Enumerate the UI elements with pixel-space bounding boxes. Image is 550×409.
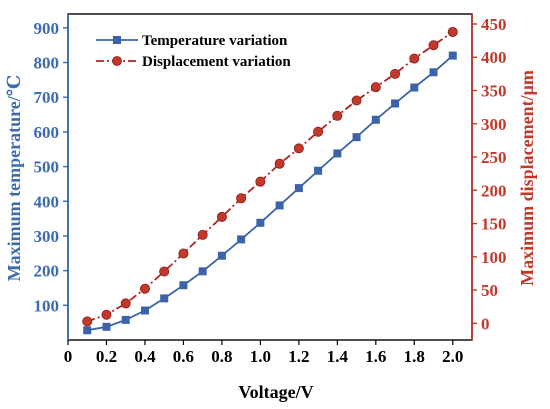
temperature-data-point [448, 51, 457, 60]
displacement-data-point [216, 211, 227, 222]
temperature-data-point [256, 218, 265, 227]
displacement-data-point [332, 110, 343, 121]
temperature-data-point [352, 133, 361, 142]
right-y-tick-label: 400 [481, 48, 507, 67]
temperature-data-point [140, 306, 149, 315]
right-y-tick-label: 450 [481, 15, 507, 34]
left-y-tick-label: 500 [34, 158, 60, 177]
displacement-data-point [447, 26, 458, 37]
x-axis-ticks: 0 0.2 0.4 0.6 0.8 1.0 1.2 1.4 1.6 1.8 2.0 [64, 340, 463, 366]
displacement-data-point [82, 316, 93, 327]
x-tick-label: 0.4 [134, 347, 156, 366]
left-y-tick-label: 800 [34, 54, 60, 73]
displacement-data-point [390, 68, 401, 79]
left-y-tick-label: 200 [34, 262, 60, 281]
temperature-data-point [429, 68, 438, 77]
x-tick-label: 1.2 [288, 347, 309, 366]
left-y-tick-label: 300 [34, 227, 60, 246]
temperature-data-point [217, 251, 226, 260]
left-y-tick-label: 600 [34, 123, 60, 142]
left-y-axis-title: Maximum temperature/℃ [4, 75, 24, 282]
legend-label-temperature: Temperature variation [142, 33, 288, 49]
displacement-data-point [274, 158, 285, 169]
left-y-tick-label: 100 [34, 296, 60, 315]
right-y-tick-label: 300 [481, 115, 507, 134]
right-y-tick-label: 100 [481, 248, 507, 267]
temperature-data-point [102, 322, 111, 331]
displacement-data-point [159, 266, 170, 277]
displacement-data-point [197, 229, 208, 240]
legend-label-displacement: Displacement variation [142, 54, 291, 70]
temperature-data-point [410, 83, 419, 92]
displacement-data-point [236, 193, 247, 204]
right-y-axis-title: Maximum displacement/μm [517, 70, 537, 286]
temperature-data-point [314, 166, 323, 175]
temperature-data-point [83, 326, 92, 335]
temperature-data-point [371, 115, 380, 124]
x-tick-label: 1.0 [250, 347, 271, 366]
displacement-data-point [101, 309, 112, 320]
temperature-data-point [294, 184, 303, 193]
right-y-tick-label: 0 [481, 314, 490, 333]
temperature-data-point [179, 281, 188, 290]
right-y-tick-label: 350 [481, 82, 507, 101]
displacement-data-point [139, 283, 150, 294]
displacement-data-point [370, 82, 381, 93]
temperature-data-point [121, 315, 130, 324]
left-y-axis-ticks: 100 200 300 400 500 600 700 800 900 [34, 19, 68, 315]
series-layer [82, 26, 458, 335]
x-tick-label: 1.6 [365, 347, 386, 366]
temperature-data-point [237, 235, 246, 244]
x-tick-label: 1.8 [404, 347, 425, 366]
x-tick-label: 0.8 [211, 347, 232, 366]
legend-marker-temperature [113, 36, 121, 44]
left-y-tick-label: 400 [34, 192, 60, 211]
displacement-data-point [428, 40, 439, 51]
temperature-data-point [160, 294, 169, 303]
right-y-tick-label: 150 [481, 215, 507, 234]
temperature-data-point [391, 99, 400, 108]
x-tick-label: 1.4 [327, 347, 349, 366]
displacement-data-point [255, 176, 266, 187]
right-y-tick-label: 200 [481, 181, 507, 200]
left-y-tick-label: 900 [34, 19, 60, 38]
displacement-data-point [120, 298, 131, 309]
right-y-axis-ticks: 0 50 100 150 200 250 300 350 400 450 [472, 15, 507, 333]
displacement-data-point [313, 126, 324, 137]
temperature-data-point [275, 201, 284, 210]
temperature-data-point [333, 149, 342, 158]
displacement-data-point [178, 248, 189, 259]
right-y-tick-label: 50 [481, 281, 498, 300]
x-axis-title: Voltage/V [238, 382, 313, 402]
right-y-tick-label: 250 [481, 148, 507, 167]
displacement-data-point [293, 143, 304, 154]
left-y-tick-label: 700 [34, 88, 60, 107]
displacement-data-point [409, 53, 420, 64]
x-tick-label: 2.0 [442, 347, 463, 366]
legend: Temperature variation Displacement varia… [96, 33, 291, 70]
legend-marker-displacement [112, 56, 122, 66]
x-tick-label: 0 [64, 347, 73, 366]
temperature-data-point [198, 267, 207, 276]
x-tick-label: 0.6 [173, 347, 194, 366]
x-tick-label: 0.2 [96, 347, 117, 366]
displacement-data-point [351, 95, 362, 106]
